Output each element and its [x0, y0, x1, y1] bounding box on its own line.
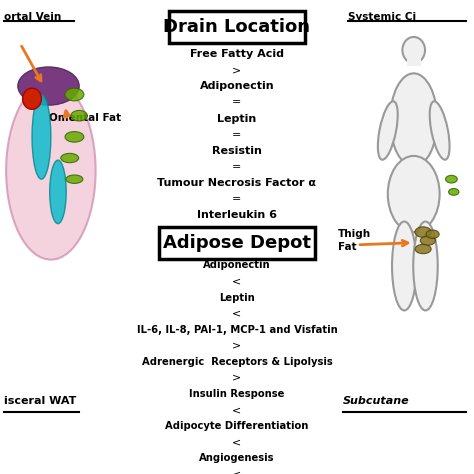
Text: >: >	[232, 226, 242, 236]
Text: <: <	[232, 405, 242, 415]
Text: <: <	[232, 309, 242, 319]
Text: Drain Location: Drain Location	[164, 18, 310, 36]
Ellipse shape	[50, 160, 66, 224]
Text: =: =	[232, 98, 242, 108]
Ellipse shape	[402, 37, 425, 63]
Ellipse shape	[66, 175, 83, 183]
Text: Angiogenesis: Angiogenesis	[199, 454, 275, 464]
FancyBboxPatch shape	[407, 57, 421, 66]
Text: Subcutane: Subcutane	[343, 396, 410, 406]
Text: Adiponectin: Adiponectin	[200, 82, 274, 91]
Text: Interleukin 6: Interleukin 6	[197, 210, 277, 220]
Ellipse shape	[65, 88, 84, 101]
Text: <: <	[232, 469, 242, 474]
Text: Adipose Depot: Adipose Depot	[163, 234, 311, 252]
Text: Resistin: Resistin	[212, 146, 262, 156]
Ellipse shape	[446, 175, 457, 183]
Text: =: =	[232, 130, 242, 140]
Text: IL-6, IL-8, PAI-1, MCP-1 and Visfatin: IL-6, IL-8, PAI-1, MCP-1 and Visfatin	[137, 325, 337, 335]
Text: Tumour Necrosis Factor α: Tumour Necrosis Factor α	[157, 178, 317, 188]
Ellipse shape	[61, 154, 79, 163]
Ellipse shape	[18, 67, 79, 105]
Text: Omental Fat: Omental Fat	[48, 113, 121, 123]
FancyBboxPatch shape	[159, 228, 315, 259]
Text: Adiponectin: Adiponectin	[203, 260, 271, 270]
FancyBboxPatch shape	[169, 11, 305, 43]
Text: Leptin: Leptin	[219, 292, 255, 302]
Text: Systemic Ci: Systemic Ci	[348, 12, 416, 22]
Text: Leptin: Leptin	[218, 114, 256, 124]
Text: Thigh
Fat: Thigh Fat	[338, 229, 372, 252]
Ellipse shape	[430, 101, 449, 160]
Ellipse shape	[390, 73, 438, 166]
Ellipse shape	[420, 236, 436, 245]
Ellipse shape	[6, 82, 96, 260]
Ellipse shape	[448, 189, 459, 195]
Text: Free Fatty Acid: Free Fatty Acid	[190, 49, 284, 59]
Ellipse shape	[23, 88, 41, 109]
Ellipse shape	[71, 110, 87, 121]
Text: <: <	[232, 276, 242, 286]
Ellipse shape	[415, 227, 431, 237]
Text: ortal Vein: ortal Vein	[4, 12, 61, 22]
Ellipse shape	[415, 245, 431, 254]
Ellipse shape	[65, 132, 84, 142]
Text: <: <	[232, 438, 242, 447]
Text: =: =	[232, 162, 242, 172]
Text: >: >	[232, 65, 242, 75]
Text: Adrenergic  Receptors & Lipolysis: Adrenergic Receptors & Lipolysis	[142, 357, 332, 367]
Ellipse shape	[388, 156, 439, 232]
Ellipse shape	[426, 230, 439, 238]
Text: >: >	[232, 341, 242, 351]
Text: >: >	[232, 373, 242, 383]
Ellipse shape	[32, 94, 51, 179]
Text: =: =	[232, 194, 242, 204]
Text: Insulin Response: Insulin Response	[189, 389, 285, 399]
Ellipse shape	[378, 101, 398, 160]
Text: Adipocyte Differentiation: Adipocyte Differentiation	[165, 421, 309, 431]
Ellipse shape	[392, 221, 417, 310]
Ellipse shape	[413, 221, 438, 310]
Text: isceral WAT: isceral WAT	[4, 396, 76, 406]
